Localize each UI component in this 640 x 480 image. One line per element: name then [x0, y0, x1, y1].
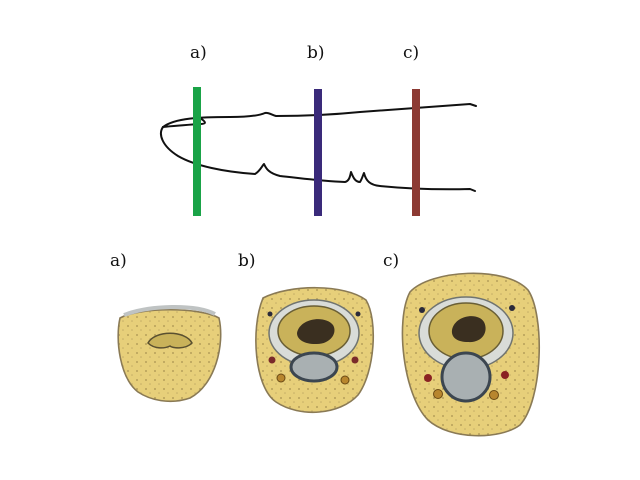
section-b-vessel-top-right: [355, 311, 361, 317]
section-b-vessel-top-left: [267, 311, 273, 317]
section-c-vessel-right: [501, 371, 509, 379]
section-b-vessel-left: [268, 356, 276, 364]
section-a-bone: [147, 332, 193, 349]
section-a-body: [117, 309, 222, 403]
cross-section-c: [401, 272, 540, 437]
cross-section-b: [255, 286, 374, 414]
section-label-b: b): [238, 251, 256, 271]
finger-top-contour: [162, 103, 477, 128]
cut-label-a: a): [190, 43, 207, 63]
section-c-vessel-top-left: [419, 307, 425, 313]
section-c-marrow: [451, 316, 486, 343]
cut-line-b: [314, 89, 322, 216]
section-b-marrow: [297, 319, 335, 345]
cut-line-a: [193, 87, 201, 216]
section-c-vessel-left: [424, 374, 432, 382]
finger-tip-contour: [159, 126, 476, 192]
cut-line-c: [412, 89, 420, 216]
section-a-nail: [123, 305, 216, 317]
section-c-vessel-top-right: [509, 305, 515, 311]
section-b-nerve-right: [340, 375, 350, 385]
cut-label-c: c): [403, 43, 420, 63]
section-b-vessel-right: [351, 356, 359, 364]
section-c-nerve-right: [489, 390, 499, 400]
section-label-c: c): [383, 251, 400, 271]
section-label-a: a): [110, 251, 127, 271]
section-c-tendon: [440, 351, 492, 403]
cross-section-a: [117, 305, 222, 403]
section-c-nerve-left: [433, 389, 443, 399]
section-b-tendon: [289, 351, 339, 383]
cut-label-b: b): [307, 43, 325, 63]
section-b-nerve-left: [276, 373, 286, 383]
